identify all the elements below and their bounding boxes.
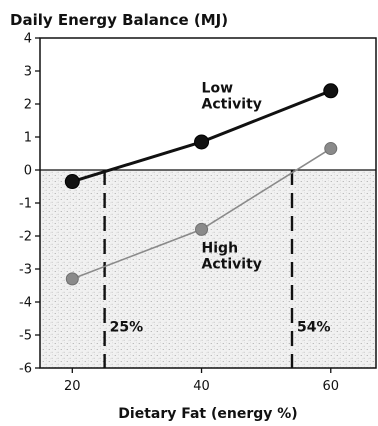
x-tick-label: 40 xyxy=(193,379,210,394)
low-activity-point xyxy=(64,174,80,190)
x-tick-label: 60 xyxy=(322,379,339,394)
y-tick-label: -4 xyxy=(19,296,32,311)
high-activity-point xyxy=(195,222,209,236)
chart-title: Daily Energy Balance (MJ) xyxy=(10,11,228,29)
y-tick-label: 0 xyxy=(24,164,32,179)
high-activity-point xyxy=(65,272,79,286)
low-activity-point xyxy=(194,134,210,150)
low-activity-point xyxy=(323,83,339,99)
series-label: Activity xyxy=(202,96,262,112)
y-tick-label: -2 xyxy=(19,230,32,245)
high-activity-point xyxy=(324,142,338,156)
series-label: Activity xyxy=(202,257,262,273)
x-tick-label: 20 xyxy=(64,379,81,394)
y-tick-label: -6 xyxy=(19,362,32,377)
y-tick-label: 1 xyxy=(24,131,32,146)
series-label: Low xyxy=(202,80,234,96)
threshold-label: 54% xyxy=(297,320,331,336)
threshold-label: 25% xyxy=(110,320,144,336)
y-tick-label: 3 xyxy=(24,65,32,80)
y-tick-label: -1 xyxy=(19,197,32,212)
series-label: High xyxy=(202,241,239,257)
y-tick-label: 2 xyxy=(24,98,32,113)
x-axis-label: Dietary Fat (energy %) xyxy=(118,406,297,422)
y-tick-label: -5 xyxy=(19,329,32,344)
y-tick-label: -3 xyxy=(19,263,32,278)
y-tick-label: 4 xyxy=(24,32,32,47)
